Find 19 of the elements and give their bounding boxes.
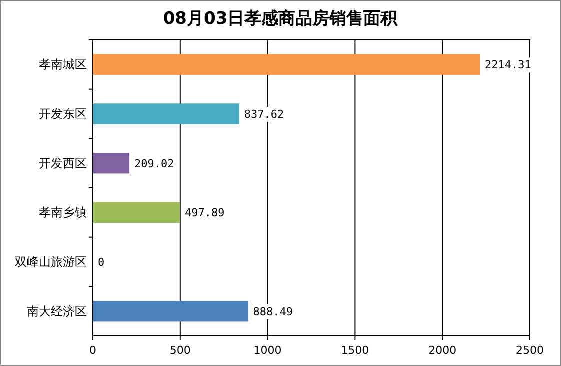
data-label: 0 xyxy=(98,256,105,269)
category: 开发东区 xyxy=(39,107,87,121)
data-label: 209.02 xyxy=(134,157,174,170)
category: 开发西区 xyxy=(39,156,87,170)
category: 双峰山旅游区 xyxy=(15,255,87,269)
data-label: 2214.31 xyxy=(485,58,532,72)
category: 孝南城区 xyxy=(39,58,87,72)
category: 南大经济区 xyxy=(27,304,87,318)
xtick: 2000 xyxy=(428,344,457,357)
title: 08月03日孝感商品房销售面积 xyxy=(163,9,398,29)
category: 孝南乡镇 xyxy=(39,206,87,220)
data-label: 497.89 xyxy=(185,206,225,220)
xtick: 1000 xyxy=(254,344,282,357)
data-label: 837.62 xyxy=(244,108,284,121)
xtick: 0 xyxy=(90,344,96,357)
data-label: 888.49 xyxy=(253,305,294,318)
xtick: 1500 xyxy=(341,344,370,357)
xtick: 500 xyxy=(170,344,191,357)
xtick: 2500 xyxy=(516,344,544,357)
